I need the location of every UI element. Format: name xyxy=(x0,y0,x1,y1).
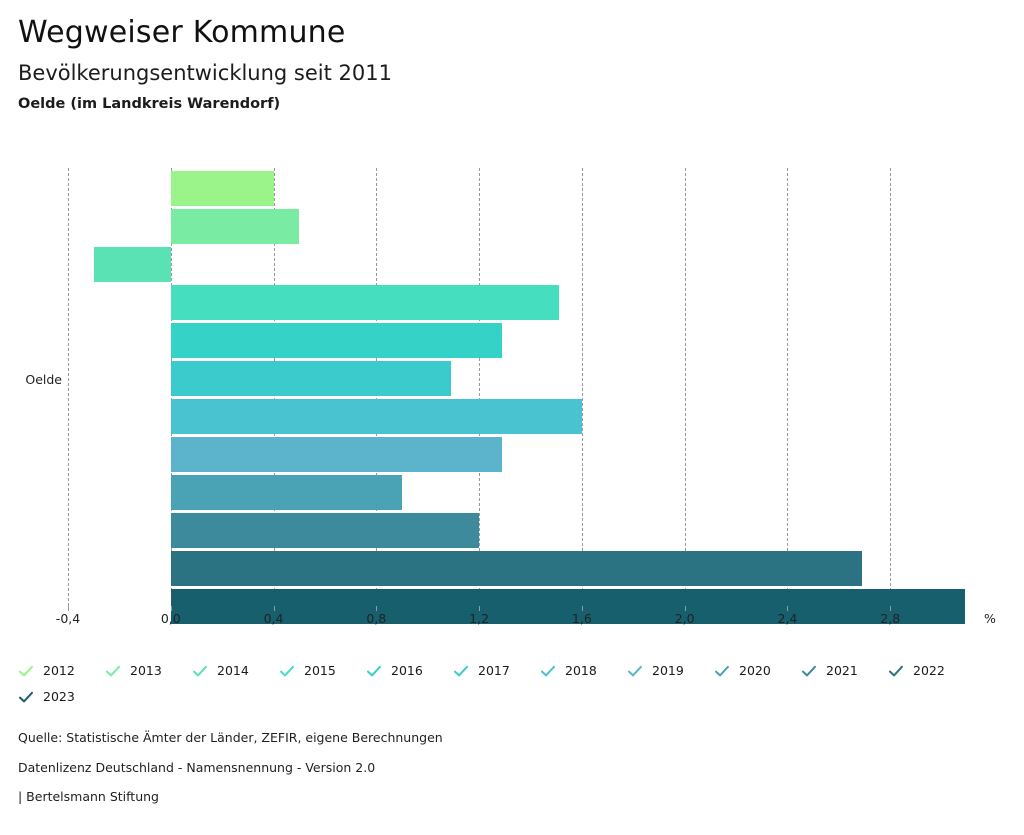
check-icon xyxy=(889,665,903,677)
legend-item-label: 2016 xyxy=(391,662,423,678)
chart-header: Wegweiser Kommune Bevölkerungsentwicklun… xyxy=(18,14,978,112)
page-title: Wegweiser Kommune xyxy=(18,15,346,50)
bar-2019[interactable] xyxy=(170,437,503,472)
legend-item-2016[interactable]: 2016 xyxy=(366,658,453,684)
check-icon xyxy=(367,665,381,677)
legend-item-label: 2018 xyxy=(565,662,597,678)
chart-subtitle: Bevölkerungsentwicklung seit 2011 xyxy=(18,60,392,85)
x-tick-mark xyxy=(170,606,172,611)
x-tick-mark xyxy=(890,606,892,611)
legend-item-label: 2014 xyxy=(217,662,249,678)
x-tick-label: -0,4 xyxy=(55,611,81,626)
check-icon xyxy=(106,665,120,677)
bar-2022[interactable] xyxy=(170,551,862,586)
unit-label: % xyxy=(984,611,996,626)
gridline xyxy=(890,168,892,606)
check-icon xyxy=(454,665,468,677)
legend-item-label: 2017 xyxy=(478,662,510,678)
legend-item-label: 2021 xyxy=(826,662,858,678)
gridline xyxy=(787,168,789,606)
chart-region-label: Oelde (im Landkreis Warendorf) xyxy=(18,95,281,112)
legend-item-label: 2020 xyxy=(739,662,771,678)
gridline xyxy=(581,168,583,606)
x-axis: -0,4 0,0 0,4 0,8 1,2 1,6 2,0 2,4 2,8 xyxy=(56,606,993,636)
x-tick-mark xyxy=(273,606,275,611)
bar-2018[interactable] xyxy=(170,399,582,434)
x-tick-mark xyxy=(68,606,69,611)
gridline xyxy=(479,168,481,606)
x-tick-mark xyxy=(581,606,583,611)
plot-area xyxy=(68,168,993,624)
check-icon xyxy=(193,665,207,677)
gridline xyxy=(68,168,69,606)
x-tick-label: 0,4 xyxy=(263,611,284,626)
x-tick-label: 2,4 xyxy=(777,611,798,626)
bar-2017[interactable] xyxy=(170,361,451,396)
check-icon xyxy=(541,665,555,677)
legend-item-2019[interactable]: 2019 xyxy=(627,658,714,684)
footer-source: Quelle: Statistische Ämter der Länder, Z… xyxy=(18,730,443,745)
legend-item-2018[interactable]: 2018 xyxy=(540,658,627,684)
x-tick-label: 0,8 xyxy=(366,611,387,626)
legend-item-label: 2013 xyxy=(130,662,162,678)
legend-item-2013[interactable]: 2013 xyxy=(105,658,192,684)
check-icon xyxy=(19,691,33,703)
bar-2014[interactable] xyxy=(93,247,171,282)
x-tick-label: 1,6 xyxy=(571,611,592,626)
x-tick-label: 2,8 xyxy=(880,611,901,626)
legend-item-2012[interactable]: 2012 xyxy=(18,658,105,684)
x-tick-label: 1,2 xyxy=(469,611,490,626)
legend-item-label: 2019 xyxy=(652,662,684,678)
legend-item-2022[interactable]: 2022 xyxy=(888,658,975,684)
x-tick-mark xyxy=(479,606,481,611)
footer-publisher: | Bertelsmann Stiftung xyxy=(18,789,159,804)
bar-2023[interactable] xyxy=(170,589,965,624)
bar-2015[interactable] xyxy=(170,285,559,320)
legend: 2012 2013 2014 2015 2016 2017 2018 2019 2020 2021… xyxy=(18,658,998,710)
bar-2020[interactable] xyxy=(170,475,403,510)
y-axis-label: Oelde xyxy=(25,372,62,387)
gridline xyxy=(684,168,686,606)
x-tick-mark xyxy=(787,606,789,611)
legend-item-2014[interactable]: 2014 xyxy=(192,658,279,684)
legend-item-2021[interactable]: 2021 xyxy=(801,658,888,684)
x-tick-mark xyxy=(684,606,686,611)
legend-item-label: 2022 xyxy=(913,662,945,678)
bar-2021[interactable] xyxy=(170,513,480,548)
footer-license: Datenlizenz Deutschland - Namensnennung … xyxy=(18,759,376,775)
check-icon xyxy=(628,665,642,677)
legend-item-label: 2012 xyxy=(43,662,75,678)
check-icon xyxy=(280,665,294,677)
x-tick-mark xyxy=(376,606,378,611)
check-icon xyxy=(19,665,33,677)
x-tick-label: 2,0 xyxy=(674,611,695,626)
bar-2013[interactable] xyxy=(170,209,300,244)
legend-item-2015[interactable]: 2015 xyxy=(279,658,366,684)
legend-item-2020[interactable]: 2020 xyxy=(714,658,801,684)
bar-2016[interactable] xyxy=(170,323,503,358)
legend-item-2017[interactable]: 2017 xyxy=(453,658,540,684)
check-icon xyxy=(715,665,729,677)
legend-item-label: 2023 xyxy=(43,688,75,704)
check-icon xyxy=(802,665,816,677)
x-tick-label: 0,0 xyxy=(160,611,181,626)
bar-2012[interactable] xyxy=(170,171,274,206)
legend-item-2023[interactable]: 2023 xyxy=(18,684,105,710)
footer: Quelle: Statistische Ämter der Länder, Z… xyxy=(18,730,918,821)
legend-item-label: 2015 xyxy=(304,662,336,678)
